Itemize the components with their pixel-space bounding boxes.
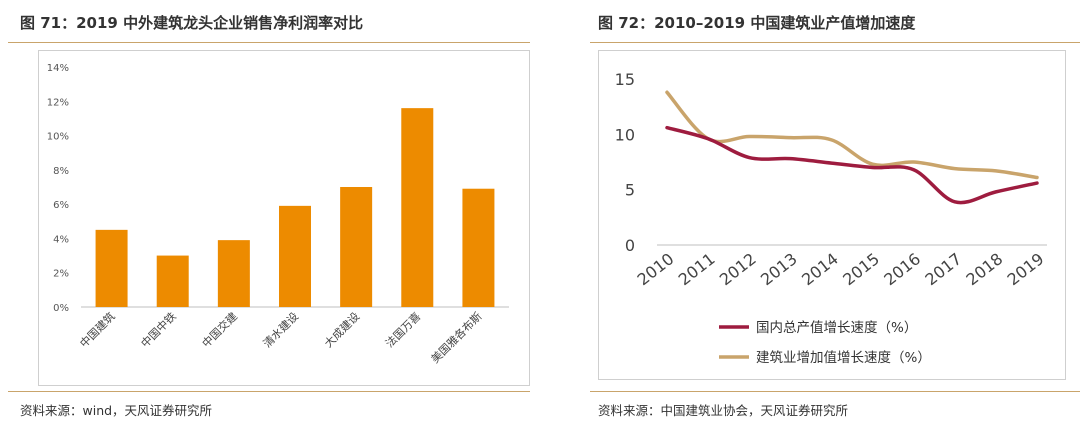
- x-tick-label: 美国雅各布斯: [428, 309, 485, 366]
- bar: [340, 187, 373, 307]
- title-divider: [8, 42, 530, 43]
- y-tick-label: 0: [625, 236, 635, 255]
- left-figure-source: 资料来源：wind，天风证券研究所: [20, 403, 213, 418]
- bar: [95, 229, 128, 307]
- y-tick-label: 14%: [47, 63, 69, 74]
- left-figure-title: 图 71：2019 中外建筑龙头企业销售净利润率对比: [20, 14, 364, 32]
- y-tick-label: 10%: [47, 132, 69, 143]
- x-tick-label: 2017: [921, 249, 965, 289]
- left-figure: 图 71：2019 中外建筑龙头企业销售净利润率对比 0% 2% 4% 6% 8% 10%…: [0, 0, 530, 431]
- y-tick-label: 12%: [47, 97, 69, 108]
- bar: [156, 255, 189, 307]
- x-tick-label: 2016: [880, 249, 924, 289]
- right-figure-source: 资料来源：中国建筑业协会，天风证券研究所: [598, 403, 849, 418]
- title-divider: [590, 42, 1080, 43]
- x-tick-label: 2011: [675, 249, 719, 289]
- series-line: [665, 125, 1039, 205]
- legend-label: 国内总产值增长速度（%）: [756, 320, 917, 336]
- source-divider: [8, 391, 530, 392]
- y-tick-label: 2%: [53, 269, 69, 280]
- bar: [401, 108, 434, 307]
- x-tick-label: 中国建筑: [77, 309, 118, 350]
- bar-chart-frame: 0% 2% 4% 6% 8% 10% 12% 14% 中国建筑 中国中铁 中国交建 清水建设 大成建设法…: [38, 50, 530, 386]
- y-tick-label: 8%: [53, 166, 69, 177]
- source-divider: [590, 391, 1080, 392]
- x-tick-label: 2015: [839, 249, 883, 289]
- x-tick-label: 中国交建: [199, 309, 240, 350]
- x-tick-label: 2018: [963, 249, 1007, 289]
- x-tick-label: 2013: [757, 249, 801, 289]
- series-line: [665, 90, 1039, 180]
- legend-label: 建筑业增加值增长速度（%）: [756, 350, 931, 366]
- x-tick-label: 中国中铁: [139, 310, 179, 350]
- x-tick-label: 大成建设: [321, 309, 362, 350]
- bar: [462, 188, 495, 307]
- x-tick-label: 清水建设: [260, 309, 301, 350]
- x-tick-label: 法国万喜: [382, 309, 423, 350]
- x-tick-label: 2010: [634, 249, 678, 289]
- y-tick-label: 6%: [53, 200, 69, 211]
- y-tick-label: 5: [625, 181, 635, 200]
- line-chart: 0510152010201120122013201420152016201720…: [615, 70, 1048, 366]
- y-tick-label: 0%: [53, 303, 69, 314]
- bar: [217, 240, 250, 307]
- right-figure: 图 72：2010–2019 中国建筑业产值增加速度 0 5 10 15 2010 201…: [590, 0, 1080, 431]
- line-chart-frame: 0 5 10 15 2010 2011 2012 2013 2014 2015 2016 2017 20…: [598, 50, 1066, 380]
- y-tick-label: 4%: [53, 234, 69, 245]
- x-tick-label: 2012: [716, 249, 760, 289]
- bar: [279, 205, 311, 307]
- x-tick-label: 2014: [798, 249, 842, 289]
- y-tick-label: 15: [615, 70, 635, 89]
- x-tick-label: 2019: [1004, 249, 1048, 289]
- right-figure-title: 图 72：2010–2019 中国建筑业产值增加速度: [598, 14, 916, 32]
- bar-chart: 0% 2% 4% 6% 8% 10% 12% 14% 中国建筑 中国中铁 中国交建 清水建设 大成建设法…: [47, 63, 509, 366]
- y-tick-label: 10: [615, 125, 635, 144]
